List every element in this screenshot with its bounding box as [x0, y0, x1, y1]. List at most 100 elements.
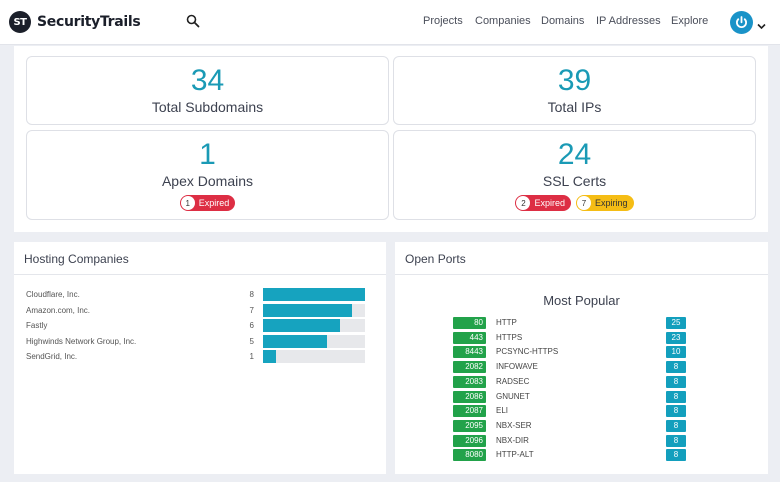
badge-group: 2 Expired 7 Expiring — [394, 195, 755, 211]
table-row[interactable]: 2083 RADSEC 8 — [395, 375, 768, 389]
open-ports-panel: Open Ports Most Popular 80 HTTP 25 443 HTTPS… — [395, 242, 768, 474]
host-bar-fill — [263, 319, 340, 332]
port-count: 8 — [666, 405, 686, 418]
stat-label: Total IPs — [547, 99, 602, 115]
expired-badge[interactable]: 2 Expired — [515, 195, 571, 211]
host-name[interactable]: Cloudflare, Inc. — [26, 290, 80, 299]
table-row[interactable]: 2087 ELI 8 — [395, 405, 768, 418]
port-count: 10 — [666, 346, 686, 359]
stat-card-apex-domains[interactable]: 1 Apex Domains 1 Expired — [26, 130, 389, 220]
table-row[interactable]: Highwinds Network Group, Inc. 5 — [14, 334, 386, 349]
table-row[interactable]: 2096 NBX-DIR 8 — [395, 434, 768, 448]
host-bar-fill — [263, 334, 327, 348]
host-name[interactable]: Highwinds Network Group, Inc. — [26, 336, 137, 346]
badge-count: 1 — [180, 196, 195, 210]
host-bar-fill — [263, 350, 276, 363]
host-name[interactable]: SendGrid, Inc. — [26, 352, 78, 361]
stat-label: Apex Domains — [161, 173, 254, 189]
table-row[interactable]: Amazon.com, Inc. 7 — [14, 303, 386, 318]
badge-label: Expired — [198, 198, 230, 208]
host-name[interactable]: Amazon.com, Inc. — [26, 305, 91, 315]
host-bar-fill — [263, 288, 365, 301]
user-avatar[interactable] — [730, 11, 753, 34]
table-row[interactable]: 8080 HTTP-ALT 8 — [395, 449, 768, 462]
host-bar-track — [263, 303, 365, 317]
logo-text: SecurityTrails — [37, 14, 141, 30]
port-number[interactable]: 443 — [453, 331, 486, 344]
port-number[interactable]: 2083 — [453, 375, 486, 388]
port-number[interactable]: 8443 — [453, 346, 486, 359]
top-navbar: ST SecurityTrails Projects Companies Dom… — [0, 0, 780, 45]
port-service: HTTP — [496, 318, 517, 327]
host-count: 8 — [249, 290, 254, 299]
stat-card-total-subdomains[interactable]: 34 Total Subdomains — [26, 56, 389, 125]
port-service: ELI — [496, 406, 509, 416]
table-row[interactable]: Cloudflare, Inc. 8 — [14, 288, 386, 302]
table-row[interactable]: 2095 NBX-SER 8 — [395, 419, 768, 433]
host-count: 1 — [249, 352, 254, 361]
expiring-badge[interactable]: 7 Expiring — [576, 195, 634, 211]
expired-badge[interactable]: 1 Expired — [179, 195, 236, 211]
badge-label: Expiring — [595, 198, 628, 208]
chevron-down-icon[interactable] — [757, 17, 766, 35]
nav-link-companies[interactable]: Companies — [475, 15, 531, 27]
port-number[interactable]: 2087 — [453, 405, 486, 418]
port-service: PCSYNC-HTTPS — [496, 347, 559, 357]
port-number[interactable]: 2082 — [453, 361, 486, 374]
panel-header: Hosting Companies — [14, 242, 386, 275]
port-count: 8 — [666, 449, 686, 462]
logo[interactable]: ST SecurityTrails — [9, 11, 141, 33]
port-number[interactable]: 8080 — [453, 449, 486, 462]
port-count: 25 — [666, 317, 686, 329]
host-bar-track — [263, 319, 365, 332]
logo-mark: ST — [9, 11, 31, 33]
stat-value: 34 — [190, 64, 225, 97]
port-number[interactable]: 2086 — [453, 390, 486, 403]
stat-label: SSL Certs — [542, 173, 607, 189]
badge-group: 1 Expired — [27, 195, 388, 211]
host-bar-fill — [263, 303, 352, 317]
port-count: 8 — [666, 390, 686, 403]
badge-count: 7 — [577, 196, 591, 210]
stat-label: Total Subdomains — [151, 99, 264, 115]
port-service: RADSEC — [496, 376, 530, 386]
panel-title: Hosting Companies — [24, 252, 129, 266]
search-icon[interactable] — [186, 14, 200, 28]
table-row[interactable]: 8443 PCSYNC-HTTPS 10 — [395, 346, 768, 359]
table-row[interactable]: SendGrid, Inc. 1 — [14, 350, 386, 364]
port-count: 8 — [666, 375, 686, 388]
nav-link-explore[interactable]: Explore — [671, 15, 709, 27]
nav-link-ip-addresses[interactable]: IP Addresses — [596, 15, 661, 27]
port-service: HTTP-ALT — [496, 450, 534, 460]
port-service: GNUNET — [496, 391, 530, 401]
port-number[interactable]: 80 — [453, 317, 486, 329]
panel-header: Open Ports — [395, 242, 768, 275]
port-service: HTTPS — [496, 332, 523, 342]
table-row[interactable]: 2082 INFOWAVE 8 — [395, 361, 768, 374]
stat-value: 1 — [199, 138, 216, 171]
port-service: NBX-SER — [496, 420, 532, 430]
table-row[interactable]: 443 HTTPS 23 — [395, 331, 768, 345]
badge-count: 2 — [516, 196, 531, 210]
host-count: 6 — [249, 321, 254, 330]
stat-card-total-ips[interactable]: 39 Total IPs — [393, 56, 756, 125]
port-number[interactable]: 2096 — [453, 434, 486, 447]
table-row[interactable]: Fastly 6 — [14, 319, 386, 333]
panel-title: Open Ports — [405, 252, 466, 266]
host-bar-track — [263, 288, 365, 301]
table-row[interactable]: 80 HTTP 25 — [395, 317, 768, 330]
summary-panel: 34 Total Subdomains 39 Total IPs 1 Apex … — [14, 46, 768, 232]
nav-link-projects[interactable]: Projects — [423, 15, 463, 27]
stat-value: 24 — [557, 138, 592, 171]
host-bar-track — [263, 350, 365, 363]
host-bar-track — [263, 334, 365, 348]
port-number[interactable]: 2095 — [453, 419, 486, 432]
stat-card-ssl-certs[interactable]: 24 SSL Certs 2 Expired 7 Expiring — [393, 130, 756, 220]
power-icon — [736, 16, 747, 28]
nav-link-domains[interactable]: Domains — [541, 15, 585, 27]
port-count: 8 — [666, 361, 686, 374]
hosting-companies-panel: Hosting Companies Cloudflare, Inc. 8 Amazo… — [14, 242, 386, 474]
port-count: 8 — [666, 434, 686, 447]
host-name[interactable]: Fastly — [26, 321, 48, 330]
table-row[interactable]: 2086 GNUNET 8 — [395, 390, 768, 404]
